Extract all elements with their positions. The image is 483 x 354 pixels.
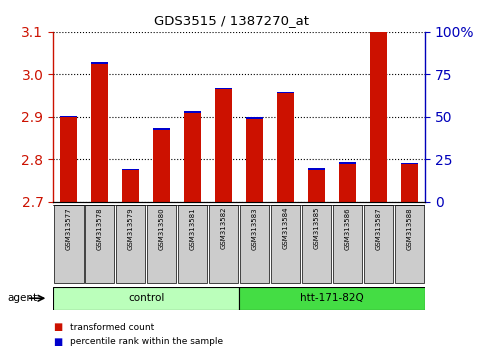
Text: ■: ■ [53, 337, 62, 347]
FancyBboxPatch shape [270, 205, 300, 283]
FancyBboxPatch shape [53, 287, 239, 310]
Bar [401, 162, 418, 164]
Bar [184, 113, 201, 202]
FancyBboxPatch shape [54, 205, 84, 283]
Bar [184, 111, 201, 113]
Bar [339, 162, 356, 164]
FancyBboxPatch shape [239, 287, 425, 310]
FancyBboxPatch shape [395, 205, 425, 283]
Bar [401, 164, 418, 202]
FancyBboxPatch shape [116, 205, 145, 283]
Bar [91, 62, 108, 64]
Bar [122, 169, 139, 170]
FancyBboxPatch shape [302, 205, 331, 283]
Bar [277, 92, 294, 93]
Bar [60, 117, 77, 202]
Text: GSM313584: GSM313584 [283, 207, 288, 249]
Text: htt-171-82Q: htt-171-82Q [300, 293, 364, 303]
Text: GSM313579: GSM313579 [128, 207, 134, 250]
Text: GSM313588: GSM313588 [407, 207, 412, 250]
Bar [153, 128, 170, 130]
Text: GSM313580: GSM313580 [158, 207, 165, 250]
Bar [308, 170, 325, 202]
Bar [60, 115, 77, 117]
FancyBboxPatch shape [209, 205, 239, 283]
Text: GSM313585: GSM313585 [313, 207, 320, 249]
Text: ■: ■ [53, 322, 62, 332]
Bar [246, 118, 263, 119]
FancyBboxPatch shape [364, 205, 394, 283]
Bar [246, 119, 263, 202]
Bar [153, 130, 170, 202]
Text: GSM313581: GSM313581 [190, 207, 196, 250]
Text: GDS3515 / 1387270_at: GDS3515 / 1387270_at [155, 14, 309, 27]
Text: GSM313586: GSM313586 [344, 207, 351, 250]
Bar [277, 93, 294, 202]
Bar [91, 64, 108, 202]
Bar [215, 89, 232, 202]
Text: percentile rank within the sample: percentile rank within the sample [70, 337, 223, 346]
Bar [370, 30, 387, 32]
Bar [370, 32, 387, 202]
Text: control: control [128, 293, 164, 303]
Bar [215, 88, 232, 89]
Text: GSM313587: GSM313587 [376, 207, 382, 250]
FancyBboxPatch shape [240, 205, 270, 283]
Text: transformed count: transformed count [70, 323, 154, 332]
Text: GSM313578: GSM313578 [97, 207, 102, 250]
Bar [122, 170, 139, 202]
Text: GSM313582: GSM313582 [221, 207, 227, 249]
FancyBboxPatch shape [178, 205, 208, 283]
Text: agent: agent [7, 293, 37, 303]
Bar [308, 169, 325, 170]
Bar [339, 164, 356, 202]
FancyBboxPatch shape [85, 205, 114, 283]
FancyBboxPatch shape [147, 205, 176, 283]
FancyBboxPatch shape [333, 205, 362, 283]
Text: GSM313577: GSM313577 [66, 207, 71, 250]
Text: GSM313583: GSM313583 [252, 207, 257, 250]
